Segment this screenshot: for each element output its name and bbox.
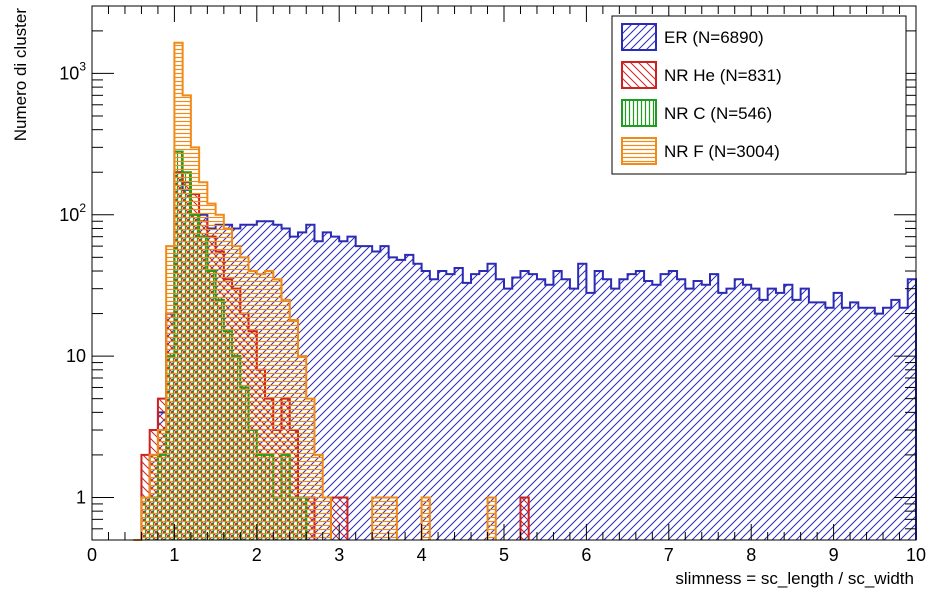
legend-label: NR He (N=831) [664,66,782,85]
x-tick-label: 0 [87,545,97,565]
series-nr-f [133,41,497,541]
y-axis-title: Numero di cluster [11,8,30,142]
x-tick-label: 7 [664,545,674,565]
x-tick-label: 2 [252,545,262,565]
legend-label: ER (N=6890) [664,28,764,47]
y-tick-label: 1 [76,487,86,507]
x-tick-label: 1 [169,545,179,565]
x-tick-label: 5 [499,545,509,565]
legend-label: NR C (N=546) [664,104,772,123]
y-tick-exponent: 3 [79,59,86,73]
y-tick-exponent: 2 [79,201,86,215]
x-tick-label: 9 [829,545,839,565]
x-tick-label: 6 [581,545,591,565]
y-tick-base: 1 [76,487,86,507]
series-layer [133,41,917,541]
x-axis-title: slimness = sc_length / sc_width [675,569,914,588]
legend: ER (N=6890) NR He (N=831) NR C (N=546) NR F… [611,15,907,175]
legend-box [611,15,907,175]
x-tick-label: 3 [334,545,344,565]
legend-swatch [621,99,657,127]
legend-swatch [621,23,657,51]
legend-swatch [621,61,657,89]
x-tick-label: 10 [906,545,926,565]
x-axis: 0 1 2 3 4 5 6 7 8 9 10 [87,6,926,565]
y-tick-label: 10 [66,346,86,366]
x-tick-label: 4 [417,545,427,565]
series-er [140,171,917,540]
y-tick-base: 10 [59,63,79,83]
y-tick-label: 103 [59,59,86,83]
y-tick-base: 10 [66,346,86,366]
y-tick-label: 102 [59,201,86,225]
legend-swatch [621,137,657,165]
legend-label: NR F (N=3004) [664,142,780,161]
y-tick-base: 10 [59,205,79,225]
x-tick-label: 8 [746,545,756,565]
